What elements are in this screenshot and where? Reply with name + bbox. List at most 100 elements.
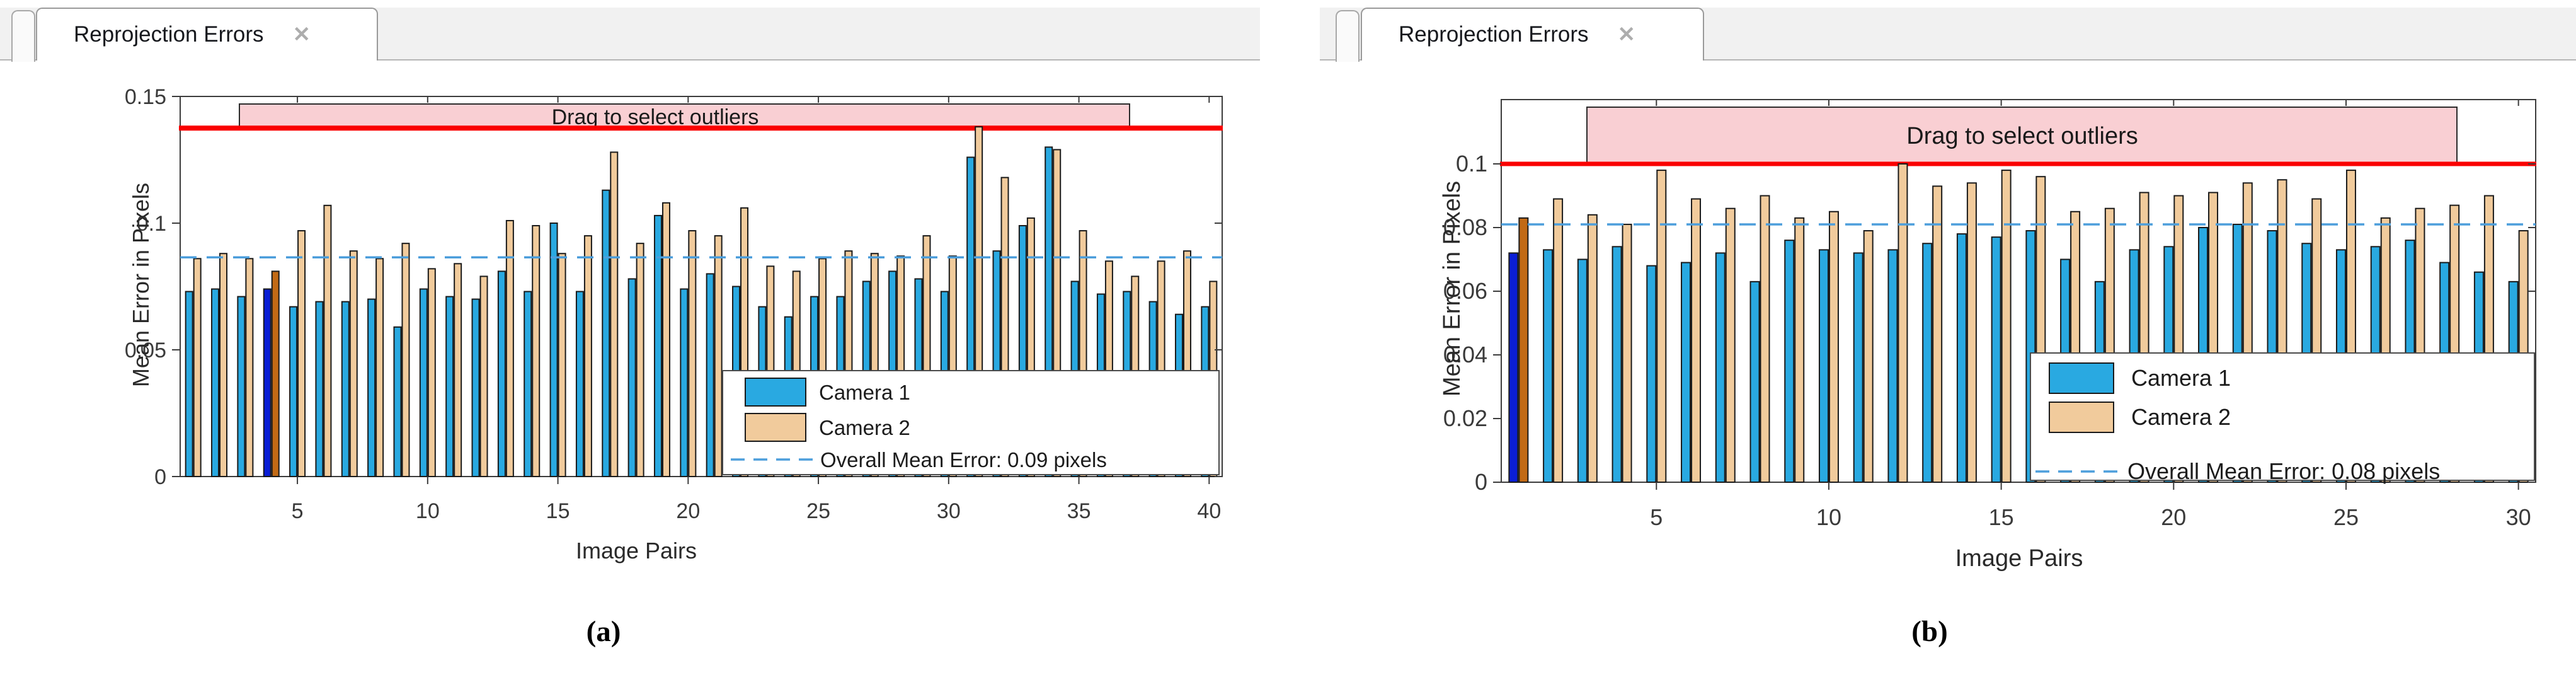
- bar-camera2-pair-8: [1760, 195, 1770, 483]
- bar-camera1-pair-1: [1508, 252, 1519, 483]
- bar-camera1-pair-3: [1577, 258, 1588, 483]
- bar-camera2-pair-11: [1863, 230, 1874, 483]
- close-icon-a[interactable]: ✕: [292, 23, 311, 47]
- svg-text:30: 30: [2506, 504, 2531, 530]
- svg-text:0.02: 0.02: [1443, 405, 1487, 431]
- bar-camera2-pair-39: [1182, 250, 1191, 477]
- bar-camera2-pair-9: [1794, 217, 1805, 483]
- bar-camera2-pair-9: [401, 243, 410, 477]
- svg-text:20: 20: [2161, 504, 2186, 530]
- bar-camera2-pair-7: [349, 250, 358, 477]
- legend-label-camera2: Camera 2: [2131, 404, 2231, 430]
- x-tick-labels: 5 10 15 20 25 30 35 40: [292, 499, 1222, 523]
- bar-camera1-pair-9: [1784, 240, 1795, 483]
- tab-bar-a: Reprojection Errors ✕: [0, 8, 1260, 62]
- bar-camera1-pair-15: [1991, 236, 2001, 483]
- bar-camera2-pair-17: [610, 151, 619, 477]
- svg-text:15: 15: [1989, 504, 2014, 530]
- axis-ticks: [1493, 100, 2536, 490]
- legend-swatch-camera1: [2049, 362, 2114, 394]
- bar-camera1-pair-13: [1922, 243, 1933, 483]
- bar-camera2-pair-29: [922, 235, 931, 477]
- bar-camera2-pair-15: [558, 253, 566, 477]
- bar-camera1-pair-6: [1681, 262, 1692, 483]
- bar-camera2-pair-12: [1898, 163, 1908, 483]
- bar-camera2-pair-13: [505, 219, 514, 477]
- svg-text:15: 15: [546, 499, 570, 523]
- svg-text:35: 35: [1067, 499, 1091, 523]
- bar-camera2-pair-1: [193, 258, 202, 477]
- bar-camera1-pair-12: [1887, 249, 1898, 483]
- bar-camera1-pair-31: [966, 156, 975, 477]
- y-axis-label: Mean Error in Pixels: [128, 183, 154, 387]
- bar-camera1-pair-11: [1853, 252, 1863, 483]
- bar-camera1-pair-34: [1045, 146, 1053, 477]
- bar-camera2-pair-38: [1157, 260, 1165, 477]
- caption-a: (a): [586, 615, 621, 648]
- banner-label: Drag to select outliers: [1906, 123, 2138, 149]
- y-tick-labels: 0 0.02 0.04 0.06 0.08 0.1: [1443, 151, 1487, 495]
- svg-text:5: 5: [1650, 504, 1663, 530]
- legend-swatch-camera2: [745, 413, 806, 442]
- bar-camera1-pair-18: [627, 278, 636, 477]
- y-axis-label: Mean Error in Pixels: [1439, 181, 1465, 396]
- figure-panel-a: Reprojection Errors ✕ Drag to select out…: [0, 0, 1260, 694]
- tab-reprojection-errors-b[interactable]: Reprojection Errors ✕: [1361, 8, 1704, 61]
- x-axis-label: Image Pairs: [576, 538, 697, 564]
- bar-camera2-pair-26: [844, 250, 853, 477]
- bar-camera2-pair-18: [636, 243, 644, 477]
- svg-text:0.15: 0.15: [125, 85, 166, 109]
- svg-text:0.05: 0.05: [125, 338, 166, 362]
- legend-label-mean-error: Overall Mean Error: 0.08 pixels: [2127, 458, 2440, 484]
- bar-camera1-pair-15: [549, 223, 558, 477]
- y-tick-labels: 0 0.05 0.1 0.15: [125, 85, 166, 489]
- bar-camera1-pair-4: [1611, 246, 1622, 483]
- bar-camera2-pair-33: [1026, 217, 1035, 477]
- bar-camera1-pair-10: [1818, 249, 1829, 483]
- bar-camera1-pair-1: [185, 291, 193, 477]
- axis-ticks: [172, 96, 1222, 484]
- bar-camera1-pair-7: [1715, 252, 1726, 483]
- close-icon-b[interactable]: ✕: [1617, 23, 1636, 47]
- bar-camera2-pair-28: [896, 255, 905, 477]
- adjacent-tab-edge-b[interactable]: [1336, 10, 1360, 62]
- svg-text:10: 10: [416, 499, 440, 523]
- bar-camera2-pair-22: [740, 207, 749, 477]
- x-tick-labels: 5 10 15 20 25 30: [1650, 504, 2531, 530]
- bar-camera2-pair-3: [245, 258, 254, 477]
- bar-camera2-pair-32: [1000, 176, 1009, 477]
- bar-camera2-pair-3: [1587, 214, 1598, 483]
- bar-camera1-pair-2: [1543, 249, 1554, 483]
- outlier-drag-banner[interactable]: Drag to select outliers: [239, 103, 1130, 129]
- svg-text:10: 10: [1816, 504, 1841, 530]
- bar-camera2-pair-16: [583, 235, 592, 477]
- bar-camera1-pair-3: [237, 296, 246, 477]
- bar-camera2-pair-2: [1553, 198, 1564, 483]
- tab-reprojection-errors-a[interactable]: Reprojection Errors ✕: [36, 8, 378, 61]
- svg-text:0: 0: [1475, 469, 1487, 495]
- bar-camera2-pair-4: [1622, 223, 1632, 483]
- svg-text:0.1: 0.1: [137, 212, 166, 236]
- bar-camera1-pair-10: [419, 288, 428, 477]
- bar-camera1-pair-2: [211, 288, 220, 477]
- legend: Camera 1 Camera 2 Overall Mean Error: 0.09…: [722, 370, 1220, 475]
- bar-camera2-pair-34: [1053, 149, 1062, 478]
- adjacent-tab-edge-a[interactable]: [11, 10, 35, 62]
- bar-camera1-pair-20: [680, 288, 689, 477]
- svg-text:0.04: 0.04: [1443, 342, 1487, 367]
- bar-camera1-pair-8: [1749, 280, 1760, 483]
- legend-label-camera1: Camera 1: [2131, 365, 2231, 391]
- bar-camera2-pair-10: [427, 268, 436, 477]
- bar-camera2-pair-5: [1656, 170, 1667, 483]
- outlier-drag-banner[interactable]: Drag to select outliers: [1586, 107, 2458, 165]
- bar-camera1-pair-11: [445, 296, 454, 477]
- svg-text:0.1: 0.1: [1456, 151, 1487, 176]
- svg-text:30: 30: [937, 499, 961, 523]
- bar-camera1-pair-19: [653, 214, 662, 477]
- bar-camera2-pair-27: [870, 253, 879, 477]
- bar-camera1-pair-13: [497, 270, 506, 477]
- tab-title-b: Reprojection Errors: [1399, 22, 1589, 47]
- bar-camera2-pair-20: [688, 230, 697, 477]
